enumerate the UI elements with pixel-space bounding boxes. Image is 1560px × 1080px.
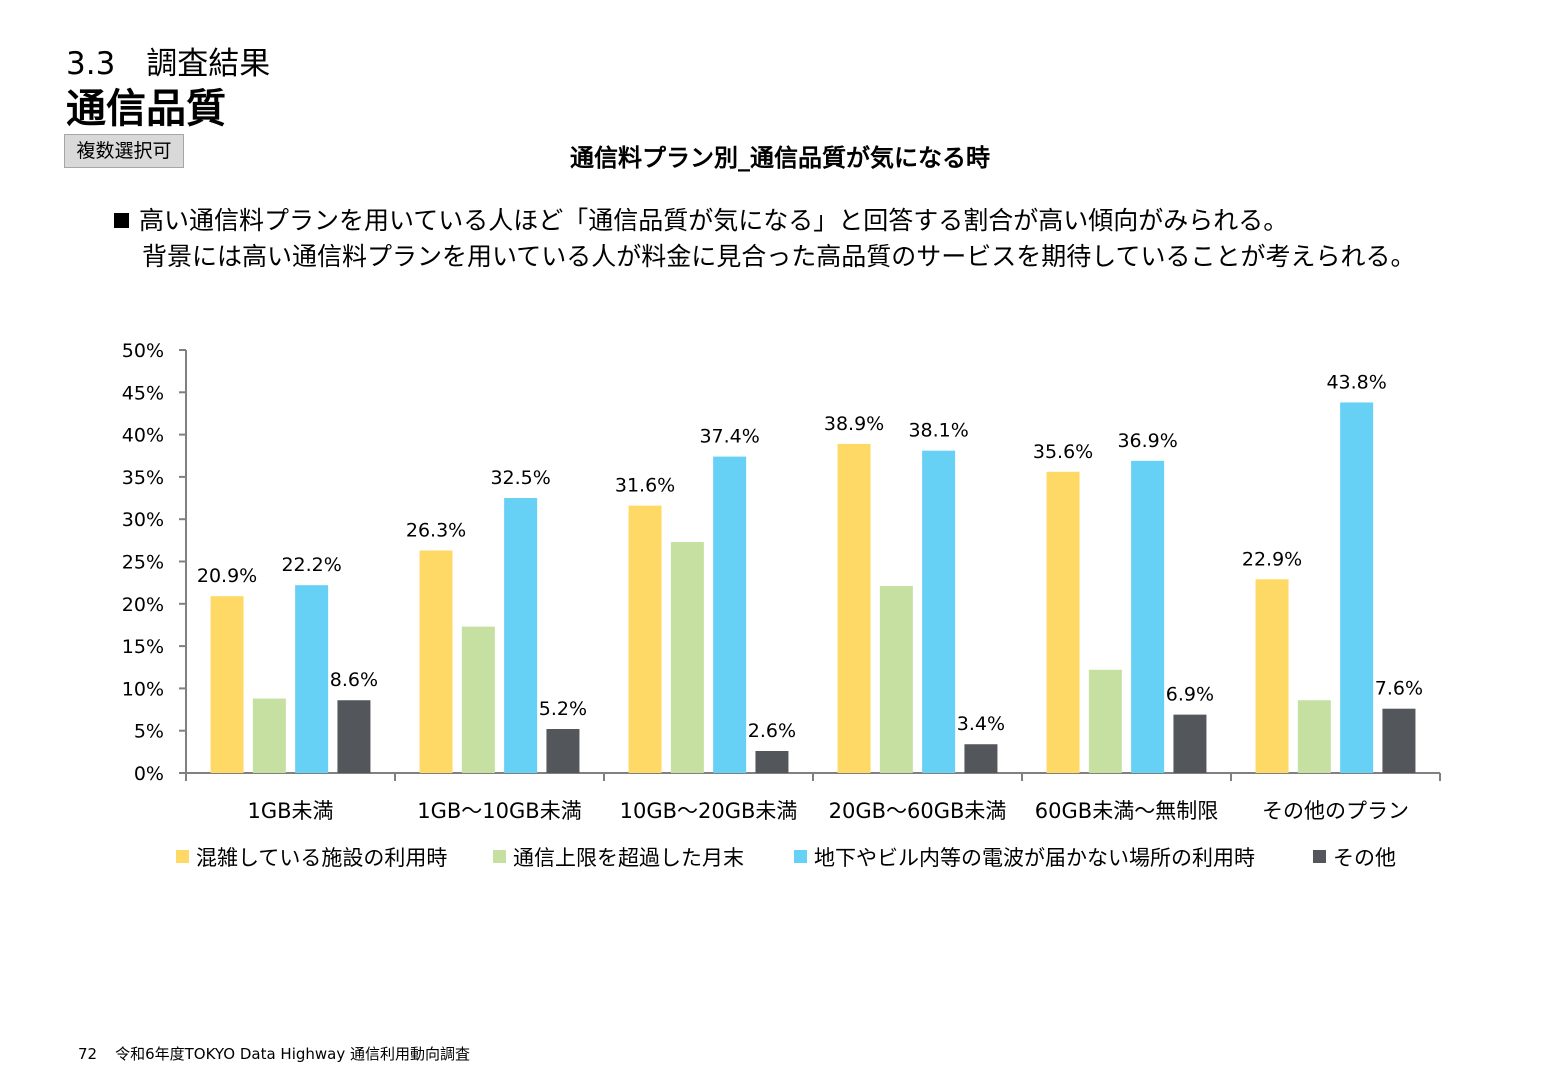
bar [504, 498, 538, 773]
legend-swatch [493, 850, 506, 863]
bar [1340, 402, 1374, 773]
bullet-square-icon [114, 213, 129, 228]
bar [1131, 460, 1165, 773]
bar [964, 744, 998, 773]
chart-title: 通信料プラン別_通信品質が気になる時 [570, 144, 990, 172]
y-tick-label: 40% [122, 425, 164, 447]
bar [922, 450, 956, 773]
bar [1046, 471, 1080, 773]
legend-swatch [1313, 850, 1326, 863]
data-label: 43.8% [1326, 371, 1386, 393]
data-label: 22.9% [1242, 548, 1302, 570]
page-title: 通信品質 [66, 86, 226, 132]
bar [546, 729, 580, 773]
bar [755, 751, 789, 773]
legend-swatch [176, 850, 189, 863]
y-tick-label: 30% [122, 509, 164, 531]
data-label: 2.6% [748, 720, 796, 742]
data-label: 8.6% [330, 669, 378, 691]
y-tick-label: 45% [122, 382, 164, 404]
y-tick-label: 25% [122, 552, 164, 574]
data-label: 38.9% [824, 413, 884, 435]
bar [1088, 669, 1122, 773]
bar [1255, 579, 1289, 773]
legend-label: 地下やビル内等の電波が届かない場所の利用時 [814, 846, 1255, 870]
bar [419, 550, 453, 773]
y-tick-label: 35% [122, 467, 164, 489]
data-label: 36.9% [1117, 430, 1177, 452]
data-label: 5.2% [539, 698, 587, 720]
x-category-label: 1GB未満 [247, 799, 333, 823]
bar [210, 596, 244, 773]
legend-label: 通信上限を超過した月末 [513, 846, 744, 870]
bar [337, 700, 371, 773]
bar [1297, 700, 1331, 773]
data-label: 32.5% [490, 467, 550, 489]
y-tick-label: 10% [122, 678, 164, 700]
x-category-label: 20GB〜60GB未満 [829, 799, 1007, 823]
bar [1173, 714, 1207, 773]
multi-select-badge: 複数選択可 [64, 134, 184, 168]
footer: 72 令和6年度TOKYO Data Highway 通信利用動向調査 [78, 1043, 470, 1064]
x-category-label: その他のプラン [1262, 799, 1409, 823]
data-label: 22.2% [281, 554, 341, 576]
y-tick-label: 0% [134, 763, 164, 785]
bar [1382, 708, 1416, 773]
data-label: 7.6% [1375, 678, 1423, 700]
data-label: 35.6% [1033, 441, 1093, 463]
bar [295, 585, 329, 773]
summary-line-1: 高い通信料プランを用いている人ほど「通信品質が気になる」と回答する割合が高い傾向… [114, 203, 1416, 239]
summary-text: 高い通信料プランを用いている人ほど「通信品質が気になる」と回答する割合が高い傾向… [114, 203, 1416, 275]
summary-line-2: 背景には高い通信料プランを用いている人が料金に見合った高品質のサービスを期待して… [142, 242, 1416, 271]
bar [252, 698, 286, 773]
data-label: 20.9% [197, 565, 257, 587]
data-label: 31.6% [615, 475, 675, 497]
section-number: 3.3 調査結果 [66, 46, 271, 82]
x-category-label: 1GB〜10GB未満 [417, 799, 581, 823]
y-tick-label: 50% [122, 340, 164, 362]
x-category-label: 10GB〜20GB未満 [620, 799, 798, 823]
legend-label: 混雑している施設の利用時 [196, 846, 447, 870]
bar [837, 443, 871, 773]
bar [879, 586, 913, 773]
y-tick-label: 15% [122, 636, 164, 658]
summary-line-1-text: 高い通信料プランを用いている人ほど「通信品質が気になる」と回答する割合が高い傾向… [139, 206, 1289, 235]
page-number: 72 [78, 1045, 98, 1063]
bar [628, 505, 662, 773]
bar [670, 542, 704, 773]
footer-text: 令和6年度TOKYO Data Highway 通信利用動向調査 [115, 1045, 470, 1063]
bar [713, 456, 747, 773]
legend-swatch [794, 850, 807, 863]
legend-label: その他 [1333, 846, 1396, 870]
y-tick-label: 5% [134, 721, 164, 743]
data-label: 37.4% [699, 426, 759, 448]
bar [461, 626, 495, 773]
y-tick-label: 20% [122, 594, 164, 616]
data-label: 6.9% [1166, 684, 1214, 706]
data-label: 26.3% [406, 520, 466, 542]
data-label: 3.4% [957, 713, 1005, 735]
x-category-label: 60GB未満〜無制限 [1035, 799, 1218, 823]
data-label: 38.1% [908, 420, 968, 442]
